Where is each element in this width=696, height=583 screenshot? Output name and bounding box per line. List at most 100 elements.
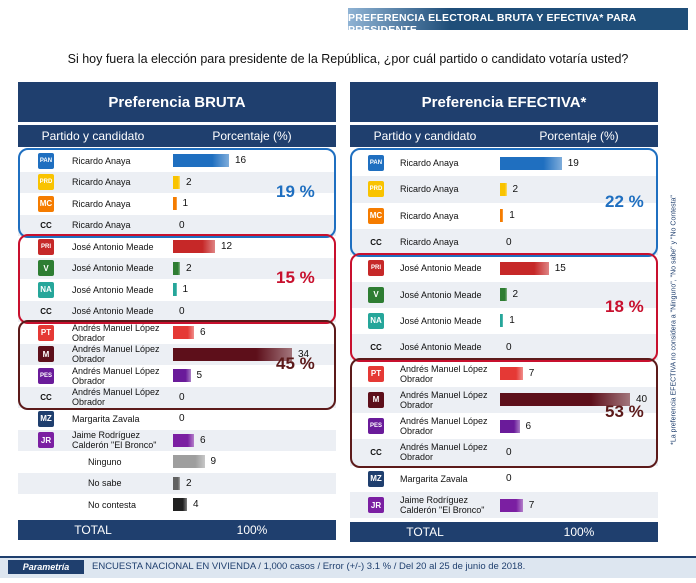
candidate-name: Andrés Manuel López Obrador (72, 322, 160, 343)
candidate-group-box (350, 148, 658, 258)
bar (173, 326, 194, 340)
data-label: 2 (186, 262, 192, 274)
data-label: 16 (235, 155, 247, 167)
bar (500, 393, 630, 407)
brand-logo: Parametría (8, 560, 84, 574)
data-label: 2 (186, 477, 192, 489)
candidate-name: Andrés Manuel López Obrador (400, 442, 488, 463)
pes-logo-icon: PES (368, 418, 384, 435)
side-note: *La preferencia EFECTIVA no considera a … (662, 100, 686, 540)
candidate-name: Ricardo Anaya (400, 237, 459, 248)
table-row: JR Jaime Rodríguez Calderón "El Bronco" 6 (18, 429, 336, 451)
data-label: 0 (179, 305, 185, 317)
bar (500, 314, 504, 328)
bar (173, 369, 191, 383)
table-row: MZ Margarita Zavala 0 (350, 466, 658, 492)
data-label: 1 (182, 284, 189, 296)
side-note-text: *La preferencia EFECTIVA no considera a … (670, 195, 678, 445)
data-label: 0 (506, 236, 512, 248)
independent-logo-icon: MZ (38, 410, 54, 427)
morena-logo-icon: M (368, 391, 384, 408)
bar (173, 240, 215, 254)
pri-logo-icon: PRI (38, 238, 54, 255)
coalition-logo-icon: CC (40, 306, 52, 316)
table-row: PT Andrés Manuel López Obrador 7 (350, 360, 658, 386)
candidate-name: Andrés Manuel López Obrador (400, 416, 488, 437)
data-label: 1 (509, 210, 515, 222)
table-row: No sabe 2 (18, 472, 336, 494)
data-label: 0 (179, 413, 185, 425)
table-row: CC Andrés Manuel López Obrador 0 (18, 386, 336, 408)
bar (173, 197, 177, 211)
independent-logo-icon: JR (368, 497, 384, 514)
column-header-party: Partido y candidato (373, 129, 477, 143)
banner-title: PREFERENCIA ELECTORAL BRUTA Y EFECTIVA* … (348, 12, 637, 36)
bar (500, 261, 549, 275)
candidate-group-box (18, 148, 336, 238)
pan-logo-icon: PAN (38, 152, 54, 169)
bar (173, 261, 180, 275)
candidate-name: Andrés Manuel López Obrador (400, 389, 488, 410)
candidate-name: Jaime Rodríguez Calderón "El Bronco" (72, 430, 157, 451)
table-row: V José Antonio Meade 2 (18, 257, 336, 279)
candidate-group-box (18, 234, 336, 324)
table-row: CC Andrés Manuel López Obrador 0 (350, 439, 658, 466)
total-label: TOTAL (406, 525, 444, 540)
table-row: No contesta 4 (18, 494, 336, 516)
pan-logo-icon: PAN (368, 155, 384, 172)
data-label: 6 (200, 327, 206, 339)
candidate-name: José Antonio Meade (400, 342, 482, 353)
table-row: PRD Ricardo Anaya 2 (350, 176, 658, 203)
candidate-name: Andrés Manuel López Obrador (400, 363, 488, 384)
data-label: 0 (506, 341, 512, 353)
table-row: CC José Antonio Meade 0 (18, 300, 336, 322)
candidate-name: Ricardo Anaya (72, 220, 131, 231)
pes-logo-icon: PES (38, 367, 54, 384)
bar (173, 476, 180, 490)
bar (500, 288, 507, 302)
table-row: PES Andrés Manuel López Obrador 6 (350, 413, 658, 439)
data-label: 2 (186, 176, 192, 188)
candidate-name: Ricardo Anaya (72, 155, 131, 166)
candidate-name: José Antonio Meade (400, 289, 482, 300)
bar (500, 367, 523, 381)
data-label: 1 (509, 315, 515, 327)
table-row: MC Ricardo Anaya 1 (18, 193, 336, 215)
data-label: 2 (512, 289, 519, 301)
panel-title: Preferencia BRUTA (18, 82, 336, 122)
pvem-logo-icon: V (38, 260, 54, 277)
candidate-name: Ricardo Anaya (400, 158, 459, 169)
data-label: 0 (506, 446, 512, 458)
candidate-name: Ricardo Anaya (72, 198, 131, 209)
data-label: 5 (196, 370, 203, 382)
bar (173, 347, 292, 361)
data-label: 15 (554, 262, 566, 274)
methodology-note: ENCUESTA NACIONAL EN VIVIENDA / 1,000 ca… (92, 561, 526, 572)
table-row: M Andrés Manuel López Obrador 34 (18, 343, 336, 365)
table-row: M Andrés Manuel López Obrador 40 (350, 386, 658, 413)
bar (173, 283, 177, 297)
candidate-name: No contesta (88, 499, 137, 510)
mc-logo-icon: MC (38, 195, 54, 212)
pt-logo-icon: PT (368, 365, 384, 382)
coalition-logo-icon: CC (370, 342, 382, 352)
table-row: PES Andrés Manuel López Obrador 5 (18, 365, 336, 387)
candidate-name: Margarita Zavala (72, 413, 140, 424)
candidate-name: José Antonio Meade (400, 263, 482, 274)
morena-logo-icon: M (38, 346, 54, 363)
table-row: CC Ricardo Anaya 0 (350, 228, 658, 256)
table-row: CC Ricardo Anaya 0 (18, 214, 336, 236)
candidate-group-box (350, 253, 658, 363)
bar (173, 498, 187, 512)
prd-logo-icon: PRD (368, 181, 384, 198)
column-header-party: Partido y candidato (41, 129, 145, 143)
bar (500, 498, 523, 512)
panel-title: Preferencia EFECTIVA* (350, 82, 658, 122)
data-label: 19 (567, 157, 579, 169)
total-value: 100% (236, 522, 268, 537)
data-label: 2 (512, 183, 519, 195)
candidate-group-box (350, 358, 658, 468)
candidate-name: Ninguno (88, 456, 122, 467)
footer: Parametría ENCUESTA NACIONAL EN VIVIENDA… (0, 556, 696, 578)
candidate-group-box (18, 320, 336, 410)
